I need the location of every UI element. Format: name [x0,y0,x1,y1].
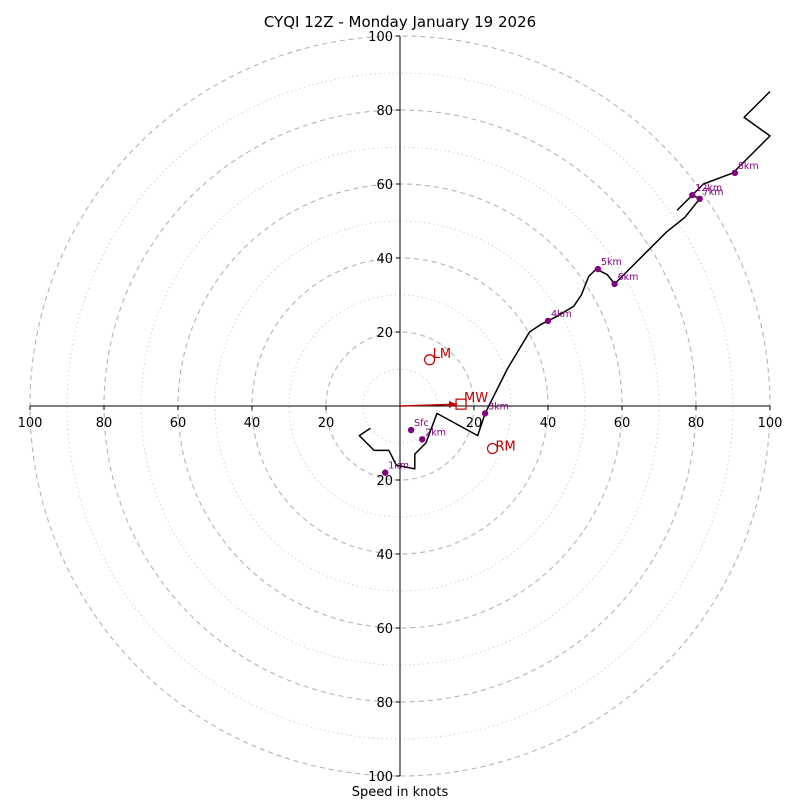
left-mover-label: LM [433,347,451,362]
mean-wind-label: MW [464,391,488,406]
height-marker-point [407,426,415,434]
y-tick-label: 60 [376,622,393,637]
y-tick-label: 80 [376,696,393,711]
height-marker-label: 7km [703,187,724,198]
x-tick-label: 40 [540,416,557,431]
height-marker-label: 2km [425,427,446,438]
hodograph-trace-group [358,90,771,470]
height-marker-point [731,169,739,177]
height-marker-label: Sfc [414,418,429,429]
height-marker-label: 3km [488,401,509,412]
y-tick-label: 60 [376,178,393,193]
x-tick-label: 60 [170,416,187,431]
height-marker-point [382,469,389,476]
y-tick-label: 40 [376,252,393,267]
axis-tick-labels: 100 80 60 40 20 20 40 60 80 100 100 80 60 40 20 20 40 60 8… [18,30,783,785]
y-tick-label: 20 [376,326,393,341]
x-tick-label: 60 [614,416,631,431]
height-marker-label: 4km [551,309,572,320]
mean-wind-arrow-head [448,401,458,409]
height-marker-label: 12km [695,183,722,194]
height-marker-point [481,410,489,417]
x-tick-label: 40 [244,416,261,431]
x-tick-label: 100 [18,416,43,431]
height-marker-point [696,195,703,202]
storm-motion-group: MW LM RM [399,347,516,455]
height-marker-label: 6km [618,272,639,283]
x-tick-label: 20 [466,416,483,431]
x-tick-label: 20 [318,416,335,431]
hodograph-trace [358,90,771,470]
y-tick-label: 100 [368,30,393,45]
y-tick-label: 80 [376,104,393,119]
chart-title: CYQI 12Z - Monday January 19 2026 [264,13,536,31]
height-markers-group: Sfc 1km 2km 3km 4km 5km 6km 7km 8km 12km [382,161,759,476]
height-marker-point [689,191,696,199]
left-mover-marker [424,354,436,366]
y-tick-label: 100 [368,770,393,785]
height-marker-label: 1km [388,461,409,472]
x-tick-label: 80 [688,416,705,431]
y-tick-label: 20 [376,474,393,489]
x-tick-label: 100 [758,416,783,431]
right-mover-marker [486,442,499,455]
mean-wind-arrow-shaft [399,403,458,407]
height-marker-label: 5km [601,257,622,268]
y-tick-label: 40 [376,548,393,563]
x-axis-label: Speed in knots [352,785,449,800]
mean-wind-marker [455,398,467,410]
x-tick-label: 80 [96,416,113,431]
height-marker-point [594,265,602,273]
right-mover-label: RM [496,440,516,455]
height-marker-point [419,436,426,443]
height-marker-point [611,280,618,288]
height-marker-label: 8km [738,161,759,172]
height-marker-point [544,317,552,325]
